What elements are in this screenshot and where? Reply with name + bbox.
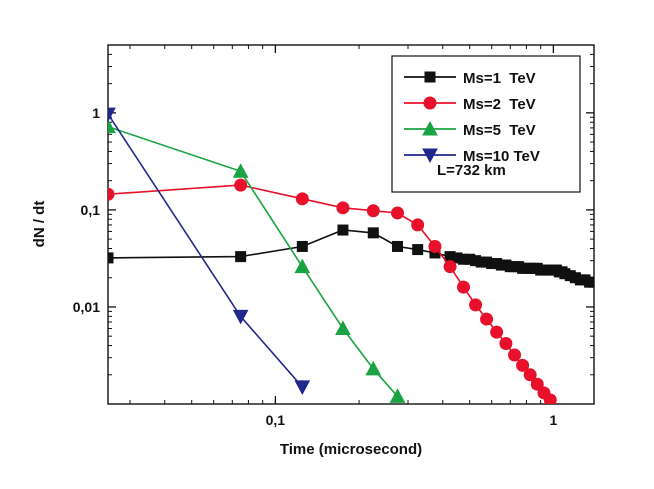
x-axis-title: Time (microsecond)	[280, 441, 422, 458]
data-point	[335, 320, 351, 335]
y-tick-label: 0,1	[81, 202, 101, 218]
series-line	[108, 184, 551, 401]
data-point	[108, 187, 115, 201]
data-point	[392, 240, 404, 252]
x-tick-label: 0,1	[266, 412, 286, 428]
legend-item: Ms=10 TeV	[404, 148, 540, 165]
data-point	[232, 163, 249, 178]
data-point	[428, 239, 442, 253]
legend-marker	[422, 120, 438, 136]
legend-item: Ms=1 TeV	[404, 70, 536, 87]
x-tick-label: 1	[549, 412, 557, 428]
data-point	[588, 276, 594, 288]
data-point	[443, 260, 457, 274]
legend: L=732 km Ms=1 TeV Ms=2 TeV Ms=5 TeV Ms=10 T…	[391, 55, 581, 193]
y-tick-label: 1	[92, 105, 100, 121]
data-point	[366, 204, 380, 218]
data-point	[296, 240, 308, 252]
data-point	[235, 251, 247, 263]
legend-item: Ms=5 TeV	[404, 120, 536, 139]
data-point	[108, 118, 116, 134]
legend-marker	[422, 148, 438, 164]
legend-label: Ms=10 TeV	[463, 148, 540, 165]
legend-label: Ms=1 TeV	[463, 70, 536, 87]
legend-marker	[423, 96, 437, 110]
series-line	[108, 229, 594, 284]
data-point	[234, 178, 248, 192]
legend-label: Ms=5 TeV	[463, 122, 536, 139]
data-point	[232, 309, 249, 325]
legend-label: Ms=2 TeV	[463, 96, 536, 113]
data-point	[108, 252, 114, 264]
data-point	[411, 218, 425, 232]
series-3	[108, 118, 406, 403]
legend-box	[391, 55, 581, 193]
data-point	[456, 280, 470, 294]
data-point	[365, 360, 382, 376]
data-point	[336, 201, 350, 215]
data-point	[508, 348, 522, 362]
series-4	[108, 107, 311, 395]
data-point	[294, 258, 311, 274]
data-point	[389, 388, 406, 403]
data-point	[108, 107, 116, 123]
series-line	[108, 125, 399, 397]
data-point	[530, 377, 544, 391]
y-axis-title: dN / dt	[31, 201, 48, 248]
data-point	[516, 358, 530, 372]
legend-item: Ms=2 TeV	[404, 96, 536, 113]
data-point	[543, 393, 557, 404]
data-point	[367, 227, 379, 239]
data-point	[499, 337, 513, 351]
data-point	[294, 380, 311, 395]
series-layer	[108, 107, 594, 404]
data-point	[523, 368, 537, 382]
data-point	[295, 192, 309, 206]
series-1	[108, 224, 594, 288]
distance-annotation: L=732 km	[437, 162, 506, 179]
legend-marker	[424, 71, 436, 83]
y-tick-label: 0,01	[73, 299, 100, 315]
data-point	[490, 325, 504, 339]
series-2	[108, 178, 557, 404]
data-point	[480, 312, 494, 326]
data-point	[337, 224, 349, 236]
data-point	[469, 298, 483, 312]
data-point	[391, 206, 405, 220]
data-point	[412, 244, 424, 256]
